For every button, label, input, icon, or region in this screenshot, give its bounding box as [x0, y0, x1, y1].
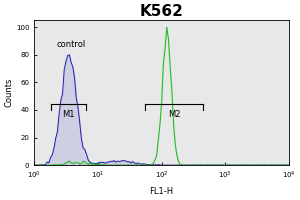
- Text: control: control: [56, 40, 86, 49]
- Text: M2: M2: [168, 110, 181, 119]
- X-axis label: FL1-H: FL1-H: [150, 187, 174, 196]
- Title: K562: K562: [140, 4, 184, 19]
- Y-axis label: Counts: Counts: [4, 78, 13, 107]
- Text: M1: M1: [62, 110, 74, 119]
